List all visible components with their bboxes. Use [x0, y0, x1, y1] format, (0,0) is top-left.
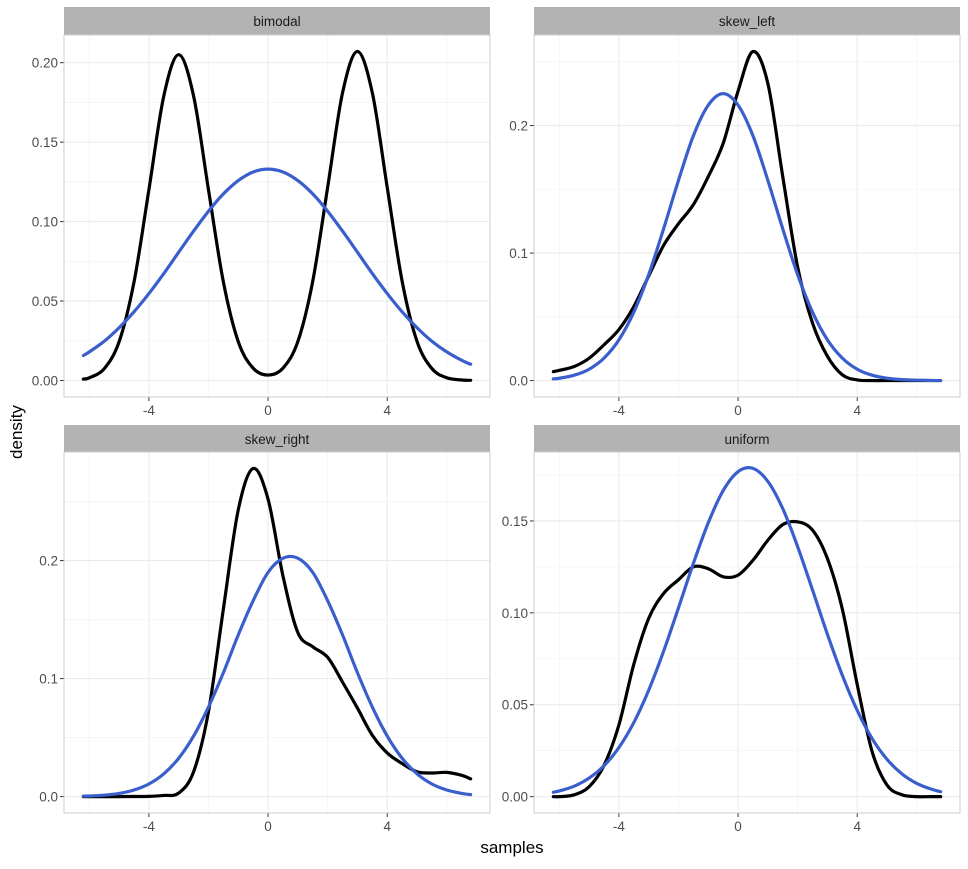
y-tick-label: 0.20	[32, 56, 58, 71]
y-tick-label: 0.0	[39, 790, 58, 805]
panel-skew-left: skew_left -4 0 4 0.0 0.1 0.2	[509, 7, 961, 418]
x-tick-label: -4	[613, 819, 625, 834]
y-tick-label: 0.15	[502, 514, 528, 529]
facet-strip-label: uniform	[724, 432, 769, 447]
x-tick-label: -4	[613, 403, 625, 418]
x-tick-label: 0	[734, 819, 742, 834]
y-tick-label: 0.0	[509, 374, 528, 389]
density-line-empirical	[81, 466, 473, 799]
panel-uniform: uniform -4 0 4 0.00 0.05 0.10 0.15	[502, 425, 961, 834]
facet-strip-label: skew_left	[719, 14, 776, 29]
y-tick-label: 0.15	[32, 135, 58, 150]
x-tick-label: 4	[853, 403, 861, 418]
y-tick-label: 0.10	[32, 215, 58, 230]
facet-strip-label: skew_right	[245, 432, 310, 447]
y-tick-label: 0.2	[509, 119, 528, 134]
panel-border	[63, 451, 491, 814]
density-line-empirical	[81, 49, 473, 382]
y-tick-label: 0.00	[32, 373, 58, 388]
y-tick-label: 0.1	[39, 672, 58, 687]
y-tick-label: 0.2	[39, 554, 58, 569]
y-axis-label: density	[7, 405, 26, 459]
panel-border	[533, 451, 961, 814]
density-line-empirical	[551, 519, 943, 799]
x-axis-label: samples	[480, 838, 543, 857]
x-tick-label: -4	[143, 819, 155, 834]
y-tick-label: 0.1	[509, 246, 528, 261]
x-tick-label: -4	[143, 403, 155, 418]
density-line-normal	[551, 466, 943, 794]
x-tick-label: 0	[734, 403, 742, 418]
x-tick-label: 4	[383, 403, 391, 418]
density-line-normal	[81, 554, 473, 798]
density-line-normal	[551, 92, 943, 383]
facet-strip	[534, 7, 960, 35]
panel-border	[63, 34, 491, 398]
facet-strip	[534, 425, 960, 452]
y-tick-label: 0.05	[32, 294, 58, 309]
facet-strip-label: bimodal	[253, 14, 300, 29]
facet-strip	[64, 425, 490, 452]
panel-skew-right: skew_right -4 0 4 0.0 0.1 0.2	[39, 425, 491, 834]
panel-border	[533, 34, 961, 398]
x-tick-label: 4	[383, 819, 391, 834]
density-line-empirical	[551, 49, 943, 383]
y-tick-label: 0.05	[502, 698, 528, 713]
panel-bimodal: bimodal -4 0 4 0.00 0.05 0.10 0.15 0.20	[32, 7, 491, 418]
y-tick-label: 0.00	[502, 790, 528, 805]
x-tick-label: 4	[853, 819, 861, 834]
facet-strip	[64, 7, 490, 35]
x-tick-label: 0	[264, 403, 272, 418]
density-line-normal	[81, 167, 473, 366]
y-tick-label: 0.10	[502, 606, 528, 621]
x-tick-label: 0	[264, 819, 272, 834]
